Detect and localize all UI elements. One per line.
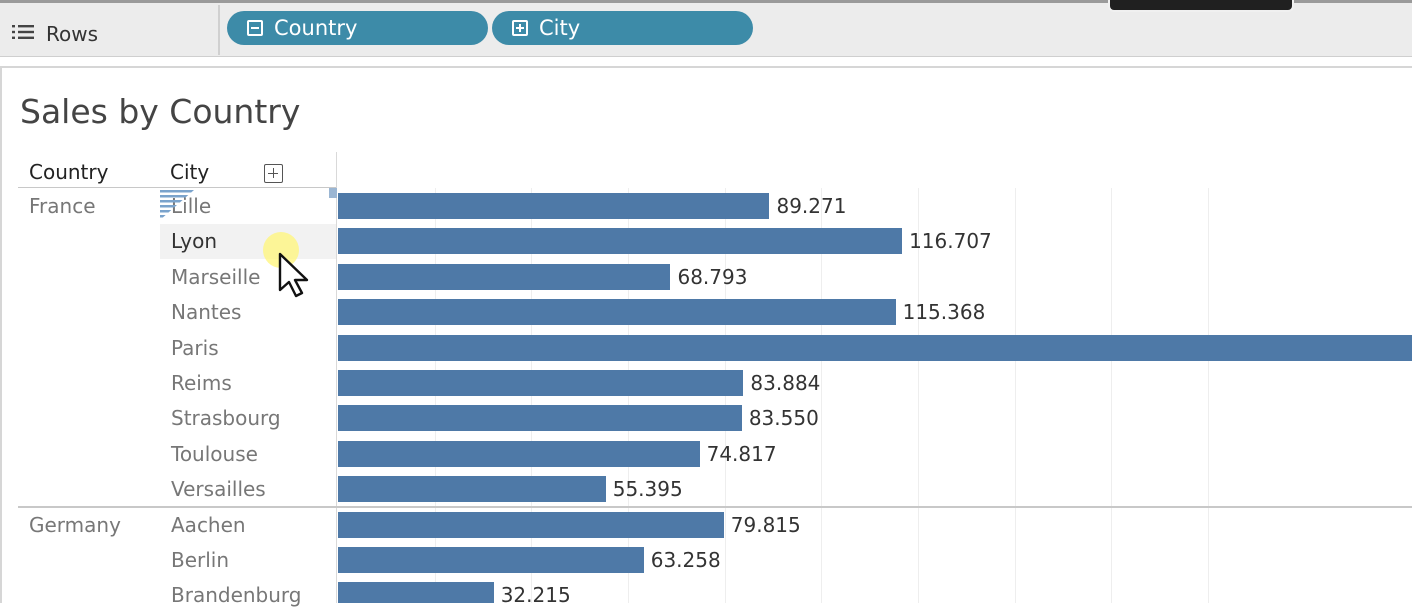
city-label-strasbourg[interactable]: Strasbourg <box>171 406 281 431</box>
country-pill[interactable]: Country <box>227 11 488 45</box>
city-label-toulouse[interactable]: Toulouse <box>171 441 258 466</box>
gridline <box>724 188 726 603</box>
city-label-reims[interactable]: Reims <box>171 371 232 395</box>
row-hover-highlight <box>160 224 336 259</box>
collapse-icon[interactable] <box>247 20 263 36</box>
gridline <box>531 188 533 603</box>
group-divider <box>18 506 1412 508</box>
chart-title: Sales by Country <box>20 92 301 131</box>
gridline <box>1207 188 1209 603</box>
country-label-france[interactable]: France <box>29 194 96 218</box>
gridline <box>821 188 823 603</box>
mouse-pointer-icon <box>278 252 309 298</box>
city-label-lyon[interactable]: Lyon <box>171 229 218 254</box>
city-label-aachen[interactable]: Aachen <box>171 512 246 537</box>
gridline <box>1014 188 1016 603</box>
city-label-berlin[interactable]: Berlin <box>171 548 230 572</box>
gridline <box>917 188 919 603</box>
city-label-marseille[interactable]: Marseille <box>171 264 261 289</box>
expand-icon[interactable] <box>512 20 528 36</box>
city-label-versailles[interactable]: Versailles <box>171 477 266 502</box>
rows-label: Rows <box>46 22 99 46</box>
city-column-header[interactable]: City <box>170 160 210 184</box>
city-label-brandenburg[interactable]: Brandenburg <box>171 583 302 607</box>
expand-plus-icon[interactable] <box>264 164 283 183</box>
toolbar-shelf: Rows Country City <box>0 0 1412 57</box>
top-border <box>0 0 1412 3</box>
pane-divider <box>336 152 337 603</box>
gridline <box>1111 188 1113 603</box>
country-pill-label: Country <box>274 16 358 40</box>
city-label-nantes[interactable]: Nantes <box>171 300 242 325</box>
country-column-header[interactable]: Country <box>29 160 109 184</box>
screen-recorder-widget[interactable] <box>1108 0 1294 12</box>
rows-list-icon <box>12 25 34 39</box>
gridline <box>434 188 436 603</box>
city-pill[interactable]: City <box>492 11 753 45</box>
city-label-paris[interactable]: Paris <box>171 335 219 360</box>
rows-shelf-label: Rows <box>0 5 220 55</box>
city-pill-label: City <box>539 16 581 40</box>
corner-marker <box>329 188 337 198</box>
country-label-germany[interactable]: Germany <box>29 513 121 537</box>
header-divider <box>18 187 336 188</box>
selection-marker <box>160 190 194 220</box>
gridline <box>627 188 629 603</box>
